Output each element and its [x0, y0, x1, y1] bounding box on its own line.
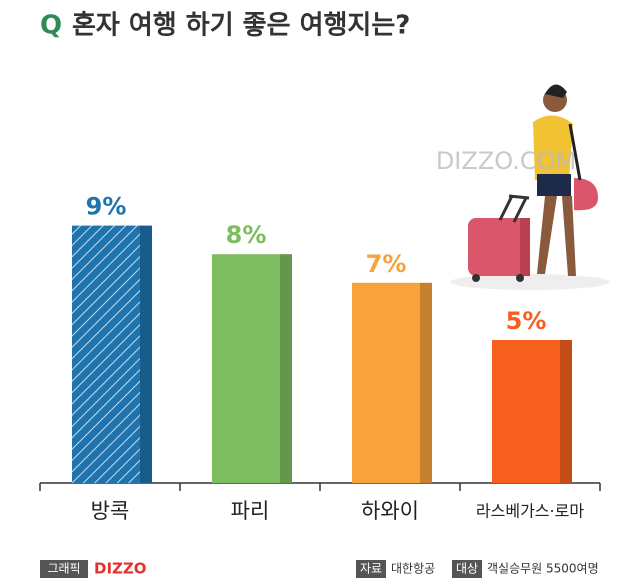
badge — [40, 560, 88, 578]
value-label: 9% — [86, 193, 127, 221]
x-tick-label: 하와이 — [361, 499, 419, 523]
chart-title: 혼자 여행 하기 좋은 여행지는? — [72, 11, 410, 41]
bar — [352, 282, 432, 483]
source-label: 자료 — [360, 562, 382, 576]
graphic-brand: DIZZO — [94, 560, 147, 578]
x-tick-label: 방콕 — [91, 499, 130, 523]
x-tick-label: 라스베가스·로마 — [476, 502, 584, 521]
footer: 그래픽 DIZZO 자료 대한항공 대상 객실승무원 5500여명 — [40, 560, 599, 578]
badge — [356, 560, 386, 578]
target: 객실승무원 5500여명 — [487, 562, 599, 576]
x-tick-label: 파리 — [231, 499, 270, 523]
badge — [452, 560, 482, 578]
bar-side — [560, 340, 572, 483]
q-mark: Q — [40, 11, 62, 41]
value-label: 8% — [226, 221, 267, 249]
watermark: DIZZO.COM — [436, 147, 576, 175]
bar-side — [280, 254, 292, 483]
bar-side — [140, 225, 152, 483]
bar — [492, 340, 572, 483]
bar — [212, 254, 292, 483]
graphic-label: 그래픽 — [47, 562, 80, 576]
target-label: 대상 — [456, 562, 478, 576]
traveler-illustration — [450, 84, 610, 290]
value-label: 7% — [366, 250, 407, 278]
source: 대한항공 — [391, 562, 435, 576]
bar-hatch — [72, 225, 140, 483]
value-label: 5% — [506, 307, 547, 335]
bar-side — [420, 282, 432, 483]
